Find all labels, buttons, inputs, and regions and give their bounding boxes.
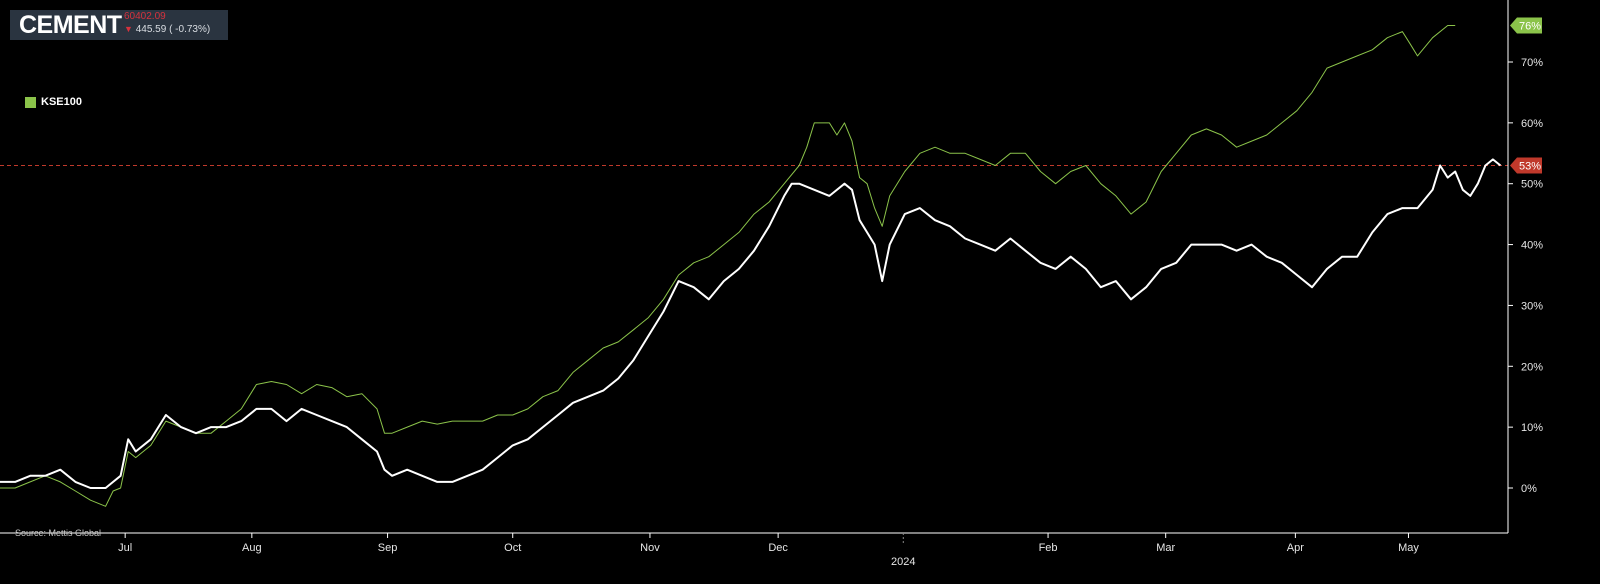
y-tick-label: 10% xyxy=(1521,422,1543,434)
ticker-title: CEMENT xyxy=(19,11,122,39)
y-tick-label: 30% xyxy=(1521,300,1543,312)
y-tick-label: 0% xyxy=(1521,483,1537,495)
ticker-change: 445.59 ( -0.73%) xyxy=(135,24,211,35)
year-label: 2024 xyxy=(891,556,915,568)
end-label-text: 76% xyxy=(1519,20,1541,32)
end-label-layer: 76% 53% xyxy=(1510,17,1542,174)
y-tick-label: 70% xyxy=(1521,57,1543,69)
x-tick-label: Oct xyxy=(504,542,521,554)
y-tick-label: 50% xyxy=(1521,179,1543,191)
x-tick-label: Mar xyxy=(1156,542,1175,554)
x-tick-label: Nov xyxy=(640,542,660,554)
axis-layer: 0% 10% 20% 30% 40% 50% 60% 70% Jul Aug Sep Oct Nov De… xyxy=(0,0,1543,568)
ticker-change-row: ▼ 445.59 ( -0.73%) xyxy=(124,24,210,35)
end-label-text: 53% xyxy=(1519,160,1541,172)
x-tick-label: Jul xyxy=(118,542,132,554)
end-label-badge xyxy=(1510,157,1542,174)
source-note: Source: Mettis Global xyxy=(15,528,102,538)
x-tick-label: Aug xyxy=(242,542,262,554)
chart-legend[interactable]: KSE100 xyxy=(25,96,82,108)
y-tick-label: 60% xyxy=(1521,118,1543,130)
legend-swatch xyxy=(25,96,36,108)
series-layer xyxy=(0,25,1502,507)
x-tick-label: Dec xyxy=(768,542,788,554)
y-tick-label: 20% xyxy=(1521,361,1543,373)
x-tick-label: May xyxy=(1398,542,1419,554)
down-arrow-icon: ▼ xyxy=(124,24,133,34)
end-label-badge xyxy=(1510,17,1542,34)
ticker-header: CEMENT 60402.09 ▼ 445.59 ( -0.73%) xyxy=(10,10,228,40)
x-tick-label: Sep xyxy=(378,542,398,554)
cement-line xyxy=(0,158,1502,489)
x-tick-label: Apr xyxy=(1287,542,1304,554)
kse100-line xyxy=(0,25,1456,507)
legend-label: KSE100 xyxy=(41,96,82,108)
y-tick-label: 40% xyxy=(1521,240,1543,252)
x-tick-label: Feb xyxy=(1039,542,1058,554)
ticker-price: 60402.09 xyxy=(124,11,166,22)
